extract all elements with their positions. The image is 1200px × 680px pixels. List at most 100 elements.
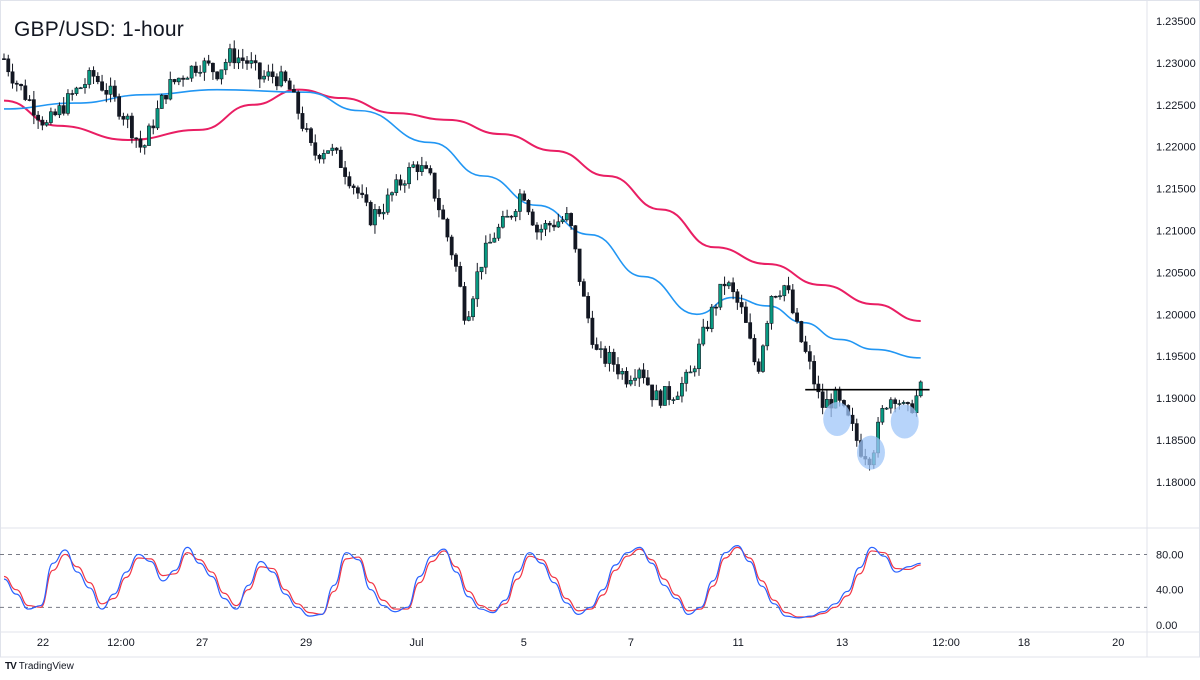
candle bbox=[326, 150, 330, 154]
candle bbox=[462, 281, 467, 325]
candle-body-up bbox=[219, 69, 224, 80]
candle-body-up bbox=[684, 371, 689, 384]
candle-body-up bbox=[599, 348, 603, 350]
candle-body-up bbox=[390, 192, 394, 196]
candle-body-down bbox=[40, 119, 45, 126]
ma-blue-line bbox=[3, 88, 921, 359]
price-tick-label: 1.23500 bbox=[1156, 16, 1196, 28]
candle-body-up bbox=[385, 194, 390, 213]
candle bbox=[198, 65, 203, 77]
candle bbox=[364, 187, 369, 207]
candle bbox=[419, 156, 424, 176]
candle bbox=[317, 153, 322, 164]
candle-body-up bbox=[539, 228, 544, 233]
candle-body-up bbox=[74, 87, 79, 94]
candle-body-down bbox=[27, 99, 32, 101]
candle bbox=[338, 146, 343, 168]
candle bbox=[334, 147, 339, 154]
candle-body-up bbox=[125, 115, 130, 120]
candle-body-down bbox=[253, 60, 258, 64]
oscillator-axis: 80.00 40.00 0.00 bbox=[1156, 549, 1184, 632]
candle-body-down bbox=[10, 71, 15, 84]
candle-body-up bbox=[44, 122, 49, 126]
candle bbox=[151, 119, 156, 135]
candle bbox=[684, 369, 689, 392]
candle bbox=[816, 375, 821, 399]
candle bbox=[176, 77, 181, 86]
candle bbox=[505, 209, 510, 218]
candle bbox=[49, 107, 53, 125]
candle bbox=[513, 209, 518, 222]
candle bbox=[44, 119, 49, 127]
candle bbox=[807, 344, 812, 370]
price-tick-label: 1.22500 bbox=[1156, 100, 1196, 112]
candle bbox=[23, 79, 28, 102]
candle bbox=[569, 212, 573, 230]
candle bbox=[287, 77, 292, 90]
candle-body-up bbox=[266, 71, 271, 77]
candle-body-up bbox=[620, 370, 625, 375]
candles bbox=[2, 40, 923, 471]
candle-body-up bbox=[411, 164, 416, 168]
candle-body-up bbox=[901, 402, 906, 404]
time-tick-label: Jul bbox=[410, 637, 424, 649]
candle bbox=[543, 219, 548, 237]
candle bbox=[607, 345, 612, 372]
candle bbox=[343, 160, 348, 185]
candle-body-up bbox=[765, 323, 770, 347]
candle bbox=[901, 400, 906, 405]
candle bbox=[812, 355, 817, 390]
candle-body-down bbox=[530, 211, 535, 226]
candle-body-up bbox=[223, 61, 228, 71]
annotations bbox=[805, 388, 930, 470]
candle bbox=[564, 206, 569, 222]
candle bbox=[756, 358, 761, 374]
candle-body-down bbox=[347, 176, 352, 187]
candle bbox=[232, 40, 237, 69]
candle-body-down bbox=[112, 85, 117, 97]
candle bbox=[300, 106, 305, 132]
candle bbox=[761, 344, 765, 373]
candle bbox=[599, 341, 603, 359]
candle bbox=[40, 116, 45, 131]
candle-body-down bbox=[799, 321, 804, 343]
candle-body-down bbox=[270, 71, 275, 78]
candle bbox=[496, 223, 501, 241]
candle-body-up bbox=[185, 77, 190, 80]
candle bbox=[765, 320, 770, 351]
candle-body-up bbox=[198, 71, 203, 74]
candle-body-down bbox=[535, 224, 539, 233]
candle bbox=[641, 363, 646, 384]
candle-body-down bbox=[428, 168, 433, 174]
candle bbox=[292, 84, 296, 93]
candle-body-down bbox=[368, 202, 373, 226]
candle bbox=[390, 191, 394, 202]
candle bbox=[168, 71, 173, 101]
candle bbox=[799, 320, 804, 343]
candle-body-up bbox=[496, 226, 501, 239]
candle bbox=[483, 235, 488, 275]
candle-body-up bbox=[466, 316, 471, 321]
candle-body-up bbox=[513, 211, 518, 218]
candle bbox=[309, 127, 313, 146]
tradingview-brand[interactable]: TV TradingView bbox=[5, 661, 74, 672]
candle bbox=[398, 174, 403, 191]
candle-body-down bbox=[552, 224, 556, 228]
candle bbox=[262, 70, 266, 83]
candle-body-down bbox=[296, 91, 301, 114]
candle-body-down bbox=[854, 423, 859, 441]
candle bbox=[189, 65, 194, 82]
candle bbox=[445, 217, 450, 242]
candle-body-up bbox=[57, 105, 62, 116]
candle bbox=[697, 338, 701, 376]
candle-body-down bbox=[36, 114, 41, 121]
candle-body-down bbox=[317, 155, 322, 160]
candle bbox=[581, 278, 586, 297]
candle bbox=[437, 189, 441, 218]
time-tick-label: 5 bbox=[521, 637, 527, 649]
candle bbox=[731, 277, 736, 300]
candle-body-down bbox=[581, 281, 586, 297]
candle-body-down bbox=[377, 209, 382, 215]
candle-body-up bbox=[262, 75, 266, 80]
